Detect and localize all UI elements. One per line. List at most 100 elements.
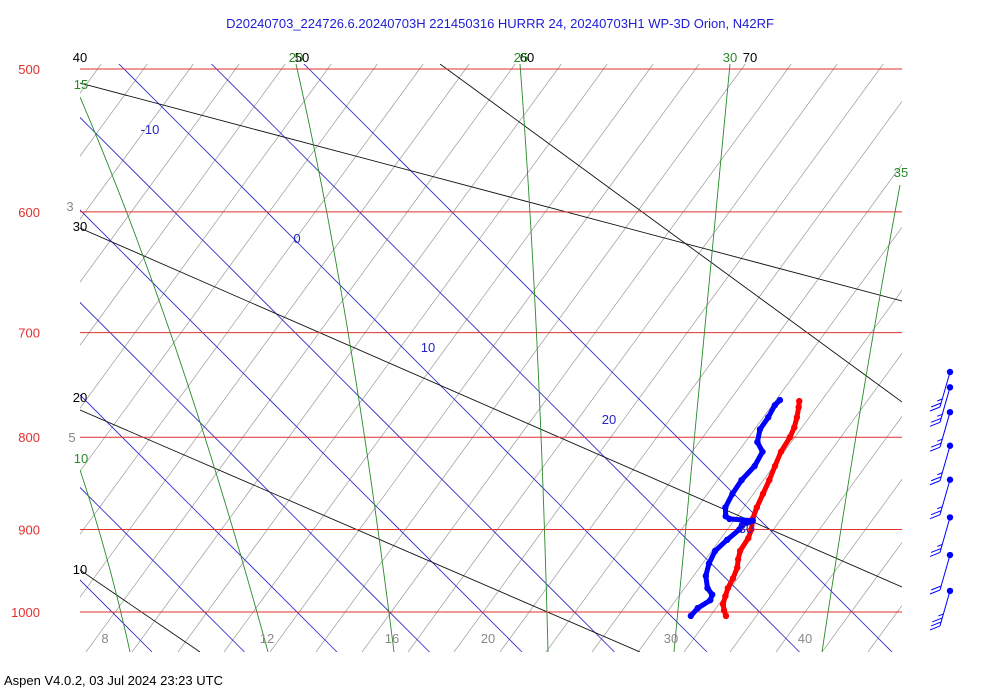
temperature-trace-point [793, 414, 801, 421]
wind-barb-flag [930, 402, 942, 408]
dewpoint-trace-point [729, 490, 736, 498]
dry-adiabat-label: 70 [743, 50, 757, 65]
isotherm-label: 0 [293, 231, 300, 246]
mixing-ratio-line [80, 64, 378, 472]
dewpoint-trace-point [765, 414, 772, 421]
moist-adiabat-line [80, 96, 269, 652]
dewpoint-trace [688, 397, 783, 619]
dewpoint-trace-point [707, 596, 714, 604]
axis-labels: 500 600 700 800 900 1000 -10 0 10 20 30 8 12 16 20 30 40… [11, 50, 908, 646]
temperature-trace [720, 398, 802, 619]
mixing-ratio-line [867, 604, 902, 652]
temperature-trace-point [771, 462, 779, 470]
isotherm-label: 10 [421, 340, 435, 355]
moist-adiabat-label: 25 [514, 50, 528, 65]
mixing-ratio-line [80, 64, 194, 220]
mixing-ratio-line [0, 64, 9, 652]
mixing-ratio-line [80, 64, 424, 535]
wind-barb-flag [929, 551, 941, 557]
dewpoint-trace-point [754, 438, 761, 446]
pressure-tick-label: 800 [18, 430, 40, 445]
dewpoint-trace-point [694, 604, 701, 612]
wind-barb-half-flag [937, 398, 943, 402]
mixing-ratio-line [499, 100, 902, 652]
mixing-ratio-line [821, 541, 902, 652]
wind-barb-staff [939, 479, 951, 515]
isotherm-line [210, 64, 800, 652]
moist-adiabat-line [80, 469, 131, 652]
temperature-trace-point [734, 556, 742, 563]
temperature-trace-point [791, 424, 798, 431]
profile-traces [687, 396, 803, 620]
wind-barb-staff [939, 412, 951, 448]
wind-barb-flag [929, 446, 941, 452]
wind-barb-flag [929, 421, 941, 427]
temperature-trace-point [796, 397, 803, 405]
mixing-ratio-line [269, 64, 700, 652]
dry-adiabat-label: 20 [73, 390, 87, 405]
wind-barb-staff [939, 517, 951, 553]
moist-adiabat-label: 35 [894, 165, 908, 180]
mixing-ratio-line [177, 64, 608, 652]
wind-barb-station [946, 476, 954, 483]
mixing-ratio-line [361, 64, 792, 652]
bottom-axis-label: 30 [664, 631, 678, 646]
pressure-tick-label: 1000 [11, 605, 40, 620]
temperature-trace-point [722, 612, 730, 620]
temperature-trace-point [795, 404, 802, 411]
moist-adiabat-label: 10 [74, 451, 88, 466]
wind-barb [929, 551, 954, 595]
wind-barb-flag [929, 589, 941, 595]
bottom-axis-label: 16 [385, 631, 399, 646]
wind-barb [929, 384, 954, 427]
dewpoint-trace-point [722, 513, 729, 520]
isotherm-label: 30 [739, 521, 753, 536]
dry-adiabat-line [80, 569, 201, 652]
wind-barb-flag [930, 547, 942, 553]
temperature-trace-point [729, 575, 737, 582]
pressure-tick-label: 600 [18, 205, 40, 220]
pressure-tick-label: 500 [18, 62, 40, 77]
wind-barb-flag [930, 621, 942, 627]
moist-adiabat-label: 15 [74, 77, 88, 92]
wind-barb-half-flag [937, 413, 943, 417]
moist-adiabat-label: 30 [723, 50, 737, 65]
mixing-ratio-line [0, 64, 55, 652]
temperature-trace-point [736, 547, 744, 555]
mixing-ratio-line [80, 64, 240, 283]
dewpoint-trace-point [759, 448, 766, 455]
chart-title: D20240703_224726.6.20240703H 221450316 H… [226, 16, 774, 31]
isotherm-line [80, 394, 338, 652]
wind-barb-half-flag [938, 613, 944, 617]
temperature-trace-point [745, 534, 752, 542]
dewpoint-trace-point [751, 462, 758, 470]
mixing-ratio-line [775, 478, 902, 652]
dewpoint-trace-point [722, 504, 729, 511]
pressure-tick-label: 900 [18, 522, 40, 537]
moist-adiabat-line [519, 64, 549, 652]
wind-barb-flag [929, 406, 941, 412]
mixing-ratio-line [80, 64, 332, 409]
bottom-axis-label: 12 [260, 631, 274, 646]
mixing-ratio-line [80, 64, 286, 346]
wind-barb [929, 514, 954, 557]
wind-barb-half-flag [937, 506, 943, 510]
temperature-trace-point [753, 504, 761, 511]
wind-barb-staff [939, 554, 951, 591]
wind-barb-flag [929, 514, 941, 520]
temperature-trace-point [724, 584, 732, 592]
moist-adiabat-line [821, 184, 901, 652]
dewpoint-trace-point [705, 560, 713, 567]
dry-adiabat-line [80, 409, 641, 652]
isotherm-label: 20 [602, 412, 616, 427]
mixing-ratio-line [914, 64, 1000, 652]
dewpoint-trace-point [711, 547, 719, 555]
mixing-ratio-line [131, 64, 562, 652]
temperature-trace-point [786, 433, 794, 441]
dewpoint-trace-point [702, 572, 710, 580]
pressure-tick-label: 700 [18, 326, 40, 341]
dry-adiabat-label: 30 [73, 219, 87, 234]
dry-adiabat-line [80, 227, 902, 588]
dewpoint-trace-point [708, 591, 716, 598]
